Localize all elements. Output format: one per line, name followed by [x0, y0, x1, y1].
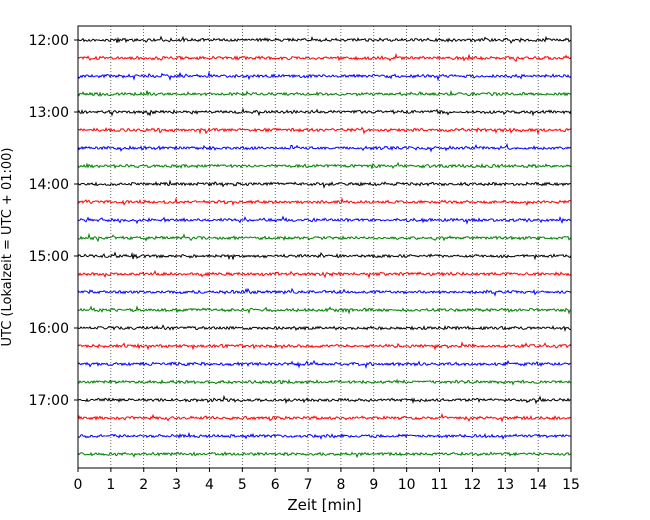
seismic-trace — [77, 52, 572, 63]
x-tick-label: 12 — [463, 477, 481, 493]
seismic-trace — [77, 179, 572, 189]
x-tick-label: 3 — [172, 477, 181, 493]
seismic-trace — [77, 304, 572, 315]
seismic-traces — [77, 35, 572, 459]
seismic-trace — [77, 341, 572, 351]
y-axis-label: UTC (Lokalzeit = UTC + 01:00) — [0, 148, 15, 347]
seismic-trace — [77, 287, 572, 297]
x-tick-label: 9 — [369, 477, 378, 493]
seismic-trace — [77, 394, 572, 405]
x-tick-label: 0 — [74, 477, 83, 493]
x-axis-ticks: 0 1 2 3 4 5 6 7 8 9 10 11 12 13 14 15 — [74, 468, 580, 493]
seismic-trace — [77, 35, 572, 44]
y-tick-label: 16:00 — [29, 321, 69, 337]
seismic-trace — [77, 378, 572, 386]
seismic-trace — [77, 232, 572, 243]
seismic-trace — [77, 324, 572, 332]
x-tick-label: 11 — [431, 477, 449, 493]
x-tick-label: 5 — [238, 477, 247, 493]
plot-frame — [77, 25, 572, 469]
y-tick-label: 15:00 — [29, 249, 69, 265]
seismic-trace — [77, 269, 572, 280]
x-tick-label: 15 — [562, 477, 580, 493]
x-tick-label: 10 — [398, 477, 416, 493]
seismic-trace — [77, 451, 572, 459]
seismic-trace — [77, 412, 572, 423]
seismic-trace — [77, 70, 572, 82]
y-tick-label: 12:00 — [29, 33, 69, 49]
seismic-trace — [77, 197, 572, 207]
seismic-trace — [77, 215, 572, 225]
seismic-trace — [77, 161, 572, 170]
x-tick-label: 1 — [106, 477, 115, 493]
seismic-trace — [77, 359, 572, 369]
seismic-trace — [77, 251, 572, 261]
y-tick-label: 13:00 — [29, 105, 69, 121]
x-tick-label: 13 — [496, 477, 514, 493]
x-tick-label: 2 — [139, 477, 148, 493]
y-tick-label: 14:00 — [29, 177, 69, 193]
seismic-trace — [77, 126, 572, 136]
seismic-trace — [77, 89, 572, 97]
x-tick-label: 6 — [271, 477, 280, 493]
x-tick-label: 7 — [304, 477, 313, 493]
seismic-trace — [77, 107, 572, 117]
x-tick-label: 4 — [205, 477, 214, 493]
seismic-trace — [77, 143, 572, 153]
seismic-trace — [77, 431, 572, 441]
x-tick-label: 14 — [529, 477, 547, 493]
y-axis-ticks: 12:00 13:00 14:00 15:00 16:00 17:00 — [29, 33, 78, 409]
x-axis-label: Zeit [min] — [287, 496, 361, 514]
y-tick-label: 17:00 — [29, 393, 69, 409]
x-tick-label: 8 — [336, 477, 345, 493]
